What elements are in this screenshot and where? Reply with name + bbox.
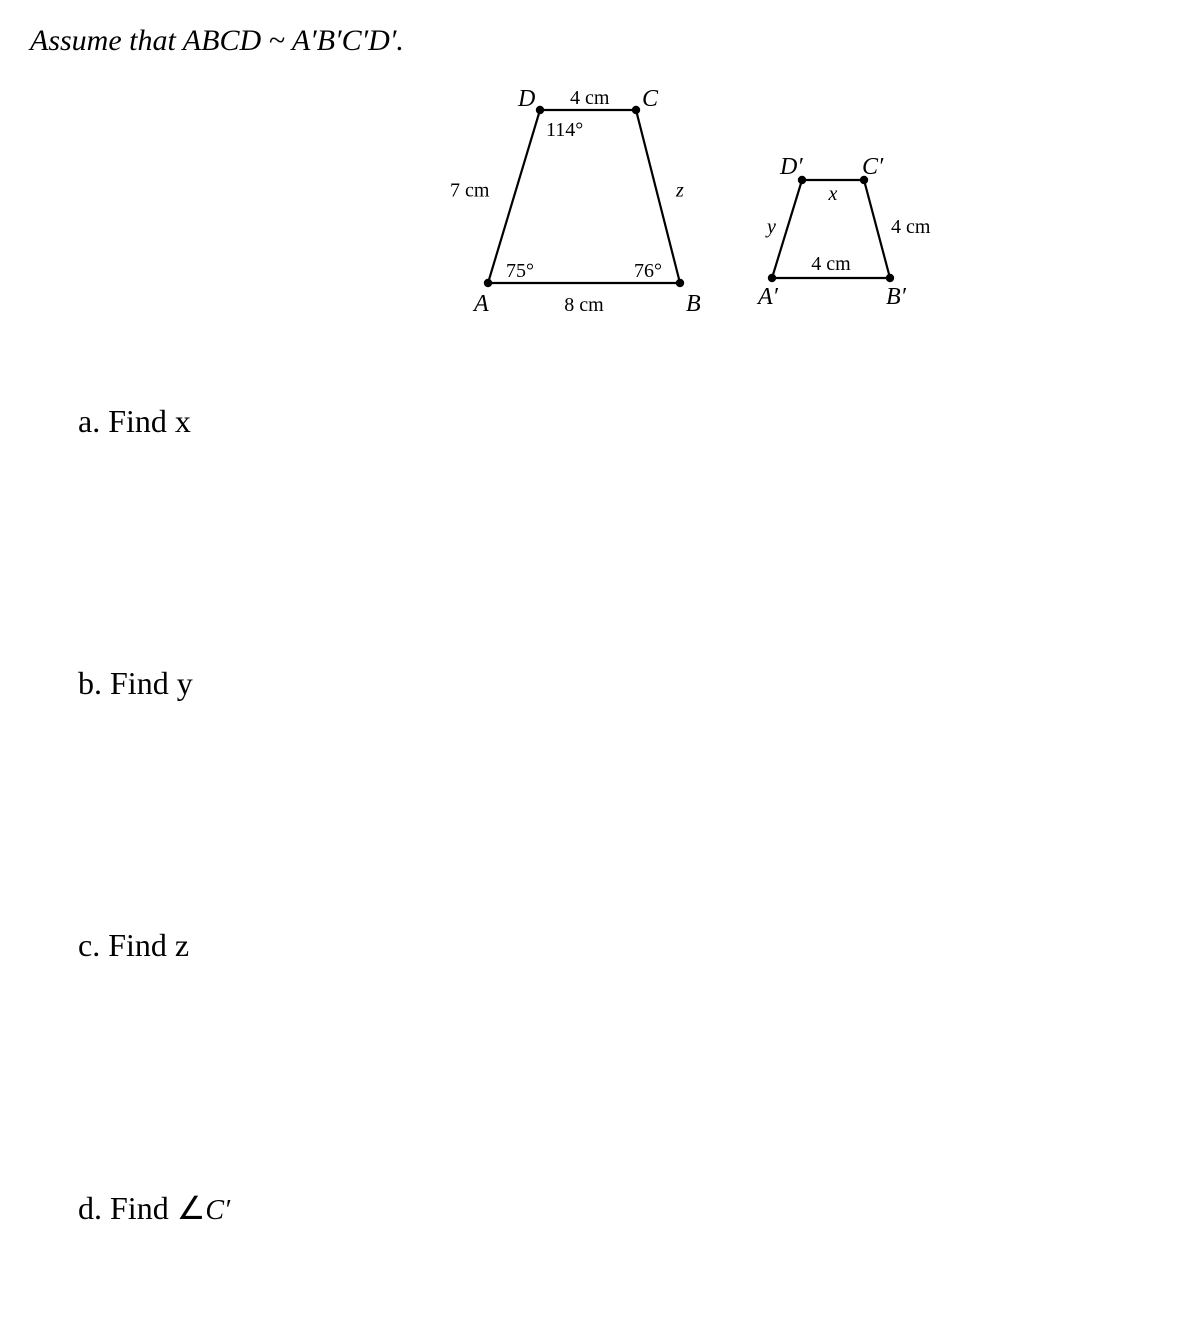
figures-row: A B C D 4 cm 7 cm z 8 cm 75° 76° 114° A′… — [450, 88, 1170, 333]
trap1-label-b: B — [686, 291, 701, 317]
sim-lhs: ABCD — [183, 24, 261, 57]
problem-statement: Assume that ABCD ~ A′B′C′D′. — [30, 24, 1170, 58]
question-b: b. Find y — [78, 665, 1170, 702]
q-d-letter: d. — [78, 1190, 102, 1226]
q-b-letter: b. — [78, 665, 102, 701]
trap2-edge-cb: 4 cm — [891, 216, 931, 238]
angle-symbol: ∠ — [177, 1190, 206, 1226]
q-a-text: Find x — [108, 403, 191, 439]
trap2-label-a: A′ — [756, 284, 779, 310]
trapezoid-2: A′ B′ C′ D′ x y 4 cm 4 cm — [750, 158, 950, 323]
trap2-label-d: D′ — [779, 158, 803, 180]
questions-list: a. Find x b. Find y c. Find z d. Find ∠C… — [78, 403, 1170, 1227]
sim-tilde: ~ — [261, 24, 292, 57]
trap1-vertex-b — [676, 279, 684, 287]
q-c-text: Find z — [108, 927, 189, 963]
question-a: a. Find x — [78, 403, 1170, 440]
trap1-vertex-d — [536, 106, 544, 114]
q-d-prefix: Find — [110, 1190, 177, 1226]
header-suffix: . — [396, 24, 404, 57]
trap1-edge-cb: z — [675, 180, 684, 202]
trap2-edge-dc: x — [828, 183, 838, 205]
trap1-poly — [488, 110, 680, 283]
trap2-vertex-b — [886, 274, 894, 282]
trapezoid-1: A B C D 4 cm 7 cm z 8 cm 75° 76° 114° — [450, 88, 720, 333]
trap1-edge-ab: 8 cm — [564, 294, 604, 316]
trap1-label-c: C — [642, 88, 659, 112]
trap2-edge-ab: 4 cm — [811, 253, 851, 275]
question-c: c. Find z — [78, 927, 1170, 964]
trap1-angle-a: 75° — [506, 260, 534, 282]
q-d-angle: C′ — [205, 1195, 230, 1226]
q-c-letter: c. — [78, 927, 100, 963]
trap1-label-d: D — [517, 88, 535, 112]
q-b-text: Find y — [110, 665, 193, 701]
q-a-letter: a. — [78, 403, 100, 439]
trap1-angle-d: 114° — [546, 119, 583, 141]
trap1-edge-ad: 7 cm — [450, 180, 490, 202]
trap1-edge-dc: 4 cm — [570, 88, 610, 109]
trap2-label-c: C′ — [862, 158, 884, 180]
trap1-vertex-a — [484, 279, 492, 287]
trap2-vertex-a — [768, 274, 776, 282]
sim-rhs: A′B′C′D′ — [292, 24, 397, 57]
trap1-angle-b: 76° — [634, 260, 662, 282]
header-prefix: Assume that — [30, 24, 183, 57]
trap1-vertex-c — [632, 106, 640, 114]
question-d: d. Find ∠C′ — [78, 1189, 1170, 1227]
trap2-edge-ad: y — [765, 216, 776, 238]
trap1-label-a: A — [472, 291, 489, 317]
trap2-label-b: B′ — [886, 284, 907, 310]
